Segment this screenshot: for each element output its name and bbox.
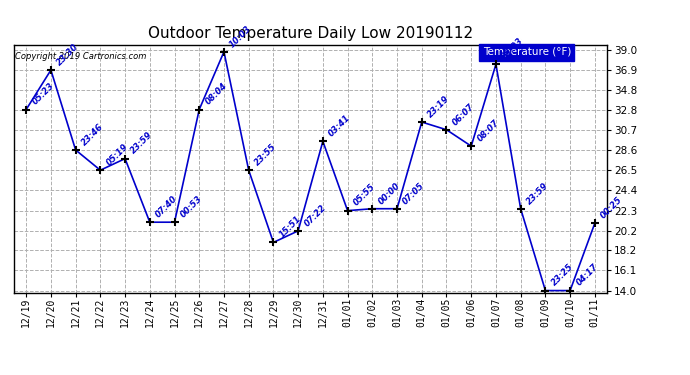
- Text: 23:59: 23:59: [129, 130, 155, 156]
- Text: 23:55: 23:55: [253, 142, 278, 167]
- Text: 07:05: 07:05: [401, 181, 426, 206]
- Text: 08:07: 08:07: [475, 118, 501, 143]
- Text: 00:53: 00:53: [179, 194, 204, 219]
- Text: 00:00: 00:00: [377, 181, 402, 206]
- Title: Outdoor Temperature Daily Low 20190112: Outdoor Temperature Daily Low 20190112: [148, 26, 473, 41]
- Text: Copyright 2019 Cartronics.com: Copyright 2019 Cartronics.com: [15, 53, 146, 62]
- Text: Temperature (°F): Temperature (°F): [482, 48, 571, 57]
- Text: 03:41: 03:41: [327, 113, 353, 138]
- Text: 23:30: 23:30: [55, 42, 81, 67]
- Text: 05:19: 05:19: [104, 142, 130, 167]
- Text: 07:40: 07:40: [154, 194, 179, 219]
- Text: 23:19: 23:19: [426, 94, 451, 119]
- Text: 05:23: 05:23: [30, 81, 56, 107]
- Text: 07:22: 07:22: [302, 203, 328, 228]
- Text: 04:17: 04:17: [574, 262, 600, 288]
- Text: 06:07: 06:07: [451, 102, 476, 127]
- Text: 10:03: 10:03: [228, 24, 253, 49]
- Text: 05:55: 05:55: [352, 183, 377, 208]
- Text: 23:46: 23:46: [80, 122, 105, 147]
- Text: 00:25: 00:25: [599, 195, 624, 220]
- Text: 08:04: 08:04: [204, 81, 229, 107]
- Text: 23:59: 23:59: [525, 181, 550, 206]
- Text: 15:51: 15:51: [277, 214, 303, 240]
- Text: 23:25: 23:25: [549, 262, 575, 288]
- Text: 00:03: 00:03: [500, 36, 526, 62]
